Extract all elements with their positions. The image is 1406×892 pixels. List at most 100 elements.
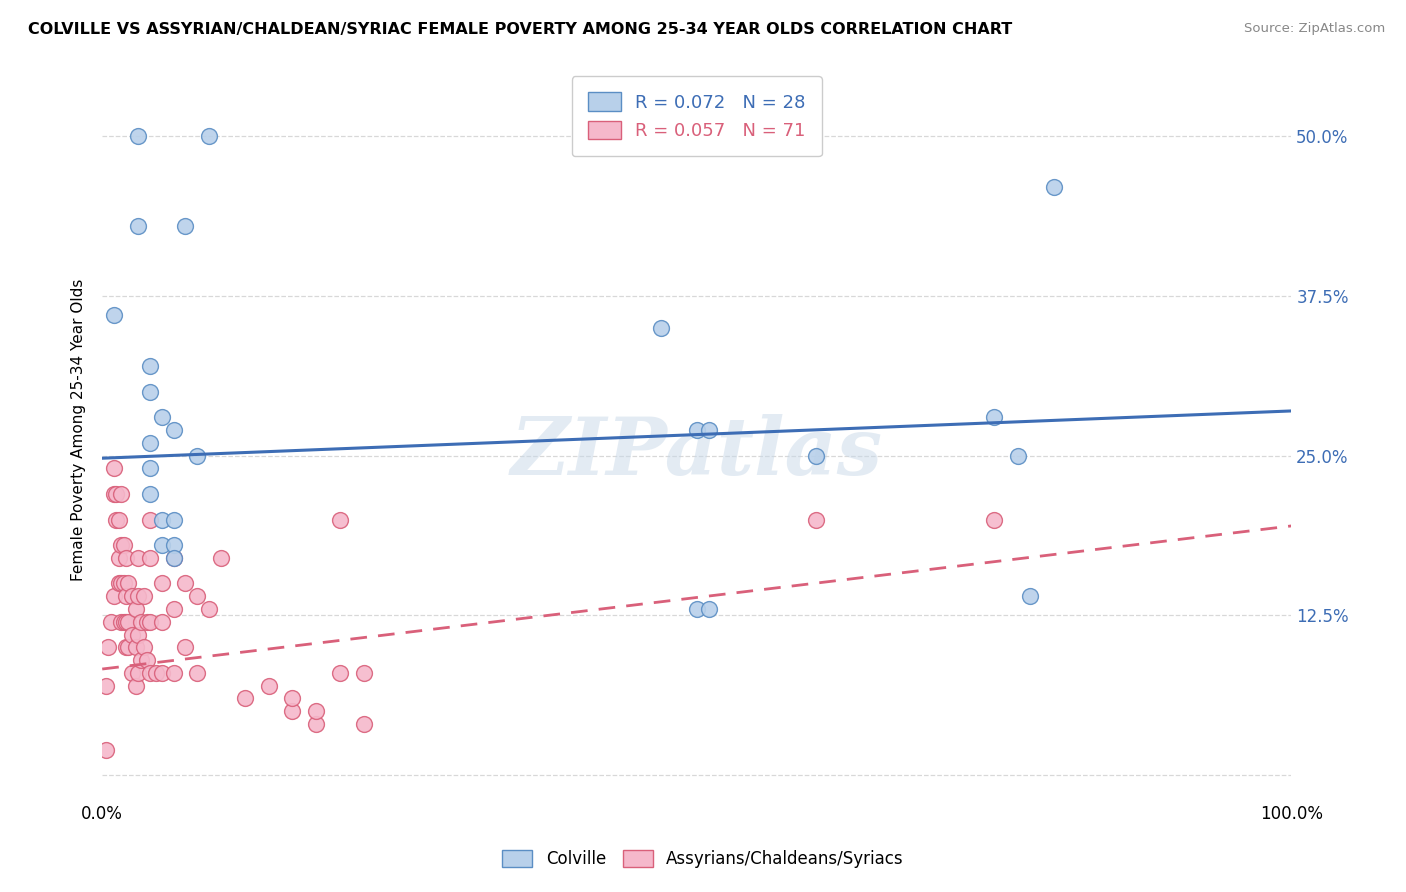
Point — [117, 576, 139, 591]
Point — [305, 717, 328, 731]
Point — [121, 665, 143, 680]
Point — [804, 449, 827, 463]
Point — [329, 665, 352, 680]
Point — [121, 627, 143, 641]
Point — [150, 512, 173, 526]
Point — [145, 665, 167, 680]
Point — [139, 550, 162, 565]
Point — [209, 550, 232, 565]
Point — [139, 384, 162, 399]
Point — [136, 653, 159, 667]
Point — [139, 512, 162, 526]
Point — [94, 679, 117, 693]
Point — [132, 640, 155, 655]
Point — [117, 640, 139, 655]
Point — [139, 615, 162, 629]
Point — [353, 665, 375, 680]
Point — [110, 538, 132, 552]
Point — [131, 615, 153, 629]
Point — [108, 576, 131, 591]
Point — [108, 512, 131, 526]
Point — [103, 461, 125, 475]
Point — [115, 615, 138, 629]
Point — [162, 538, 184, 552]
Point — [281, 691, 304, 706]
Point — [150, 576, 173, 591]
Point — [117, 615, 139, 629]
Point — [136, 615, 159, 629]
Point — [127, 627, 149, 641]
Point — [139, 436, 162, 450]
Point — [103, 487, 125, 501]
Point — [127, 589, 149, 603]
Point — [983, 512, 1005, 526]
Point — [983, 410, 1005, 425]
Point — [100, 615, 122, 629]
Point — [94, 742, 117, 756]
Point — [115, 640, 138, 655]
Point — [162, 512, 184, 526]
Point — [162, 602, 184, 616]
Point — [132, 589, 155, 603]
Point — [124, 640, 146, 655]
Point — [121, 589, 143, 603]
Point — [103, 589, 125, 603]
Point — [150, 538, 173, 552]
Point — [139, 665, 162, 680]
Point — [115, 550, 138, 565]
Point — [108, 550, 131, 565]
Point — [198, 602, 221, 616]
Point — [124, 679, 146, 693]
Point — [1042, 180, 1064, 194]
Point — [305, 704, 328, 718]
Point — [124, 602, 146, 616]
Point — [127, 219, 149, 233]
Point — [110, 487, 132, 501]
Point — [174, 219, 197, 233]
Point — [186, 589, 208, 603]
Point — [697, 423, 720, 437]
Y-axis label: Female Poverty Among 25-34 Year Olds: Female Poverty Among 25-34 Year Olds — [72, 279, 86, 582]
Point — [353, 717, 375, 731]
Point — [150, 665, 173, 680]
Point — [686, 602, 709, 616]
Point — [105, 512, 128, 526]
Point — [162, 550, 184, 565]
Point — [233, 691, 256, 706]
Point — [115, 589, 138, 603]
Legend: R = 0.072   N = 28, R = 0.057   N = 71: R = 0.072 N = 28, R = 0.057 N = 71 — [572, 76, 821, 156]
Point — [110, 576, 132, 591]
Point — [686, 423, 709, 437]
Point — [281, 704, 304, 718]
Point — [127, 550, 149, 565]
Point — [112, 576, 135, 591]
Point — [139, 487, 162, 501]
Point — [112, 538, 135, 552]
Point — [162, 550, 184, 565]
Point — [131, 653, 153, 667]
Point — [139, 359, 162, 374]
Point — [162, 665, 184, 680]
Point — [127, 665, 149, 680]
Point — [127, 129, 149, 144]
Point — [174, 640, 197, 655]
Text: ZIPatlas: ZIPatlas — [510, 414, 883, 491]
Point — [257, 679, 280, 693]
Point — [105, 487, 128, 501]
Point — [186, 449, 208, 463]
Point — [103, 308, 125, 322]
Text: Source: ZipAtlas.com: Source: ZipAtlas.com — [1244, 22, 1385, 36]
Point — [162, 423, 184, 437]
Point — [198, 129, 221, 144]
Point — [186, 665, 208, 680]
Point — [697, 602, 720, 616]
Point — [174, 576, 197, 591]
Point — [804, 512, 827, 526]
Point — [329, 512, 352, 526]
Point — [139, 461, 162, 475]
Legend: Colville, Assyrians/Chaldeans/Syriacs: Colville, Assyrians/Chaldeans/Syriacs — [496, 843, 910, 875]
Point — [150, 615, 173, 629]
Point — [97, 640, 120, 655]
Point — [112, 615, 135, 629]
Point — [650, 321, 672, 335]
